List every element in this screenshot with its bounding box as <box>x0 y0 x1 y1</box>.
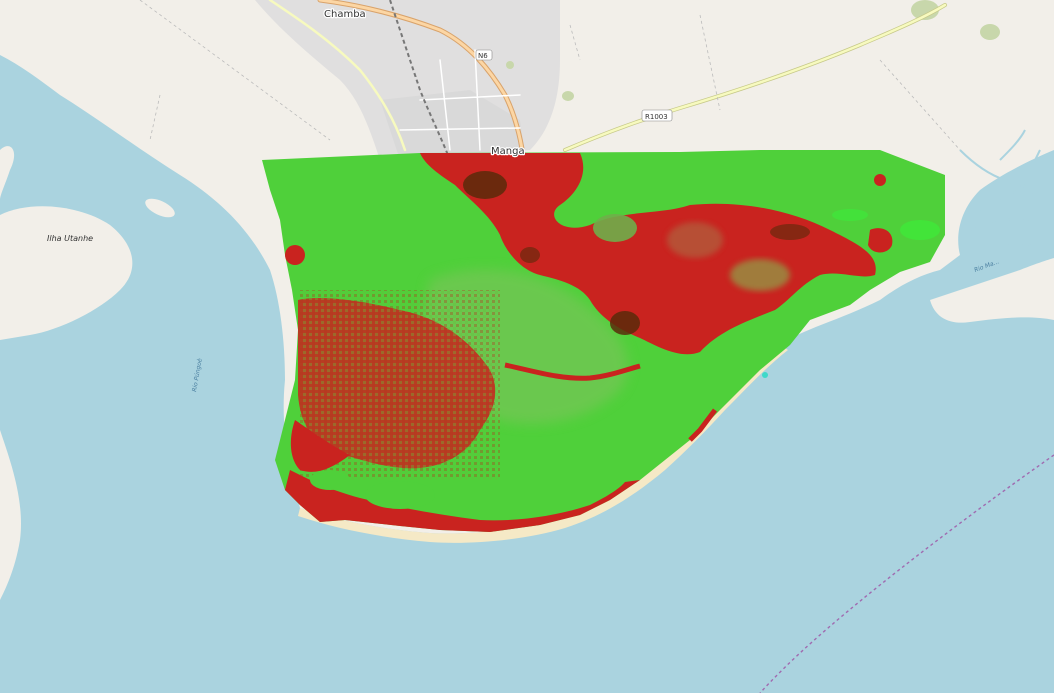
overlay-green-hole-3 <box>730 259 790 291</box>
place-label-manga: Manga <box>491 146 525 157</box>
overlay-green-hole-1 <box>593 214 637 242</box>
railway-line <box>389 0 451 161</box>
tracks <box>139 0 961 151</box>
overlay-red-dot-2 <box>285 245 305 265</box>
overlay-green-southwest <box>310 470 350 490</box>
overlay-green-hole-2 <box>667 222 723 258</box>
beach-sand <box>298 345 788 543</box>
svg-text:N6: N6 <box>478 52 488 60</box>
overlay-red-dot <box>874 174 886 186</box>
overlay-green-south <box>365 481 435 509</box>
west-shore-lower <box>0 430 21 600</box>
overlay-bright-green-1 <box>900 220 940 240</box>
overlay-cyan-pixel <box>762 372 768 378</box>
shield-n6: N6 <box>475 49 493 61</box>
small-sandbar <box>145 198 175 218</box>
overlay-red-east-tip <box>868 228 893 253</box>
svg-text:R1003: R1003 <box>645 113 668 121</box>
overlay-red-south-coast <box>285 470 640 532</box>
overlay-bright-green-2 <box>832 209 868 221</box>
place-label-chamba: Chamba <box>324 9 366 20</box>
overlay-dark-spots <box>463 171 810 335</box>
tidal-creeks <box>959 129 1054 251</box>
urban-area-south <box>380 90 525 160</box>
raster-overlay <box>262 150 945 532</box>
maritime-boundary <box>759 454 1054 693</box>
island-utanhe <box>0 206 133 340</box>
overlay-red-northeast <box>420 153 876 355</box>
island-label-utanhe: Ilha Utanhe <box>47 234 93 243</box>
overlay-red-streak <box>504 362 641 381</box>
overlay-red-coastal-edge <box>688 408 717 442</box>
estuary-land <box>930 258 1054 323</box>
west-land-strip <box>0 146 15 200</box>
shield-r1003: R1003 <box>641 109 673 122</box>
overlay-red-southwest <box>290 420 350 472</box>
wetland-patches <box>506 0 1000 101</box>
roads <box>268 0 947 158</box>
